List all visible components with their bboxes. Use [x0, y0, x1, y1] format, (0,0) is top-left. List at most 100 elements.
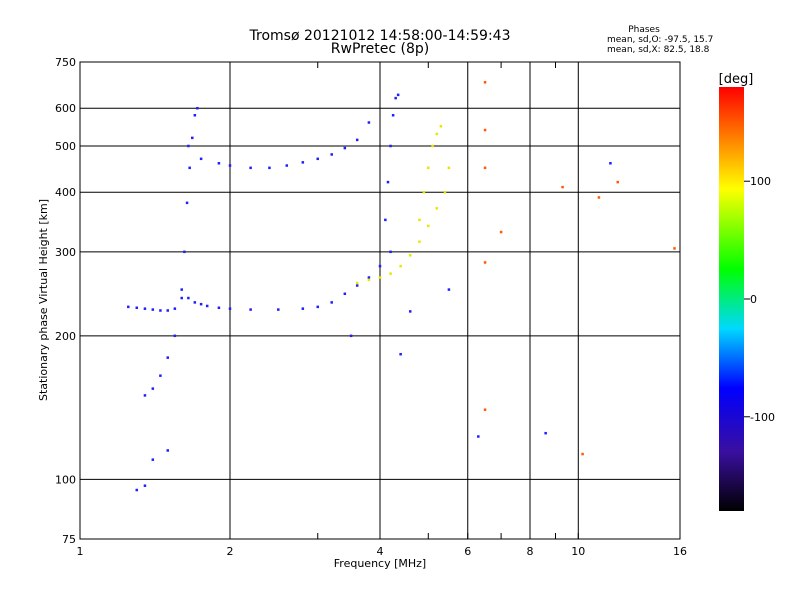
data-point: [199, 302, 203, 306]
data-points: [127, 81, 676, 492]
data-point: [431, 144, 434, 148]
data-point: [349, 334, 353, 338]
data-point: [205, 304, 209, 308]
y-tick-label: 75: [62, 533, 76, 546]
colorbar-tick-label: 0: [750, 293, 757, 306]
data-point: [343, 292, 347, 296]
data-point: [609, 162, 612, 165]
data-point: [268, 166, 271, 170]
data-point: [316, 305, 319, 309]
grid-lines: [80, 62, 680, 539]
x-tick-label: 16: [673, 545, 687, 558]
data-point: [301, 161, 305, 164]
data-point: [159, 309, 162, 312]
data-point: [483, 166, 487, 170]
data-point: [143, 394, 147, 397]
data-point: [285, 164, 289, 167]
data-point: [316, 157, 319, 161]
data-point: [183, 250, 186, 254]
data-point: [673, 247, 676, 250]
data-point: [135, 488, 139, 492]
y-tick-label: 500: [55, 140, 76, 153]
data-point: [277, 308, 280, 311]
data-point: [378, 264, 382, 268]
data-point: [193, 113, 197, 117]
data-point: [439, 125, 443, 128]
data-point: [427, 224, 430, 228]
x-axis: 1 2 4 6 8 10 16: [77, 62, 687, 558]
data-point: [166, 309, 169, 312]
data-point: [435, 207, 439, 210]
data-point: [151, 308, 155, 311]
data-point: [386, 180, 390, 184]
y-tick-label: 750: [55, 56, 76, 69]
data-point: [483, 128, 487, 132]
data-point: [408, 254, 412, 257]
data-point: [399, 264, 402, 268]
chart-title: Tromsø 20121012 14:58:00-14:59:43: [249, 28, 511, 44]
chart-subtitle: RwPretec (8p): [331, 41, 429, 57]
data-point: [135, 306, 139, 310]
data-point: [228, 164, 232, 167]
y-tick-label: 600: [55, 102, 76, 115]
data-point: [418, 218, 421, 222]
phases-stat-x: mean, sd,X: 82.5, 18.8: [607, 45, 710, 55]
x-tick-label: 2: [227, 545, 234, 558]
data-point: [408, 310, 412, 313]
data-point: [499, 230, 503, 234]
phases-label: Phases: [628, 25, 660, 35]
data-point: [477, 435, 480, 438]
x-tick-label: 6: [464, 545, 471, 558]
data-point: [422, 190, 426, 194]
data-point: [355, 138, 359, 142]
data-point: [301, 307, 305, 310]
data-point: [173, 307, 177, 310]
data-point: [191, 136, 194, 140]
data-point: [447, 166, 451, 170]
data-point: [483, 81, 487, 84]
data-point: [483, 261, 487, 264]
data-point: [396, 93, 400, 97]
data-point: [394, 96, 397, 100]
data-point: [355, 284, 359, 287]
data-point: [249, 308, 252, 311]
data-point: [188, 166, 191, 170]
y-tick-label: 300: [55, 246, 76, 259]
data-point: [199, 157, 203, 161]
colorbar-tick-label: 100: [750, 175, 771, 188]
data-point: [581, 452, 584, 456]
data-point: [367, 276, 371, 279]
data-point: [384, 218, 387, 222]
colorbar-tick-label: -100: [750, 411, 775, 424]
data-point: [443, 190, 447, 194]
data-point: [389, 250, 392, 254]
phases-stat-o: mean, sd,O: -97.5, 15.7: [607, 35, 713, 45]
x-axis-label: Frequency [MHz]: [334, 557, 426, 570]
data-point: [127, 305, 130, 309]
data-point: [418, 240, 421, 243]
data-point: [399, 352, 402, 356]
data-point: [185, 201, 189, 205]
data-point: [187, 296, 190, 300]
data-point: [217, 306, 221, 310]
data-point: [180, 288, 183, 291]
data-point: [143, 484, 147, 487]
data-point: [330, 301, 333, 304]
data-point: [159, 374, 162, 377]
y-tick-label: 200: [55, 330, 76, 343]
data-point: [180, 296, 183, 300]
y-axis-label: Stationary phase Virtual Height [km]: [37, 199, 50, 401]
y-tick-label: 100: [55, 473, 76, 486]
data-point: [330, 153, 333, 156]
data-point: [561, 185, 564, 189]
data-point: [391, 113, 395, 117]
colorbar: [719, 87, 744, 511]
y-axis: 75 100 200 300 400 500 600 750: [55, 56, 76, 546]
data-point: [343, 146, 347, 150]
data-point: [616, 180, 619, 184]
data-point: [173, 334, 177, 338]
data-point: [196, 106, 199, 110]
data-point: [435, 132, 439, 136]
colorbar-label: [deg]: [719, 72, 754, 87]
